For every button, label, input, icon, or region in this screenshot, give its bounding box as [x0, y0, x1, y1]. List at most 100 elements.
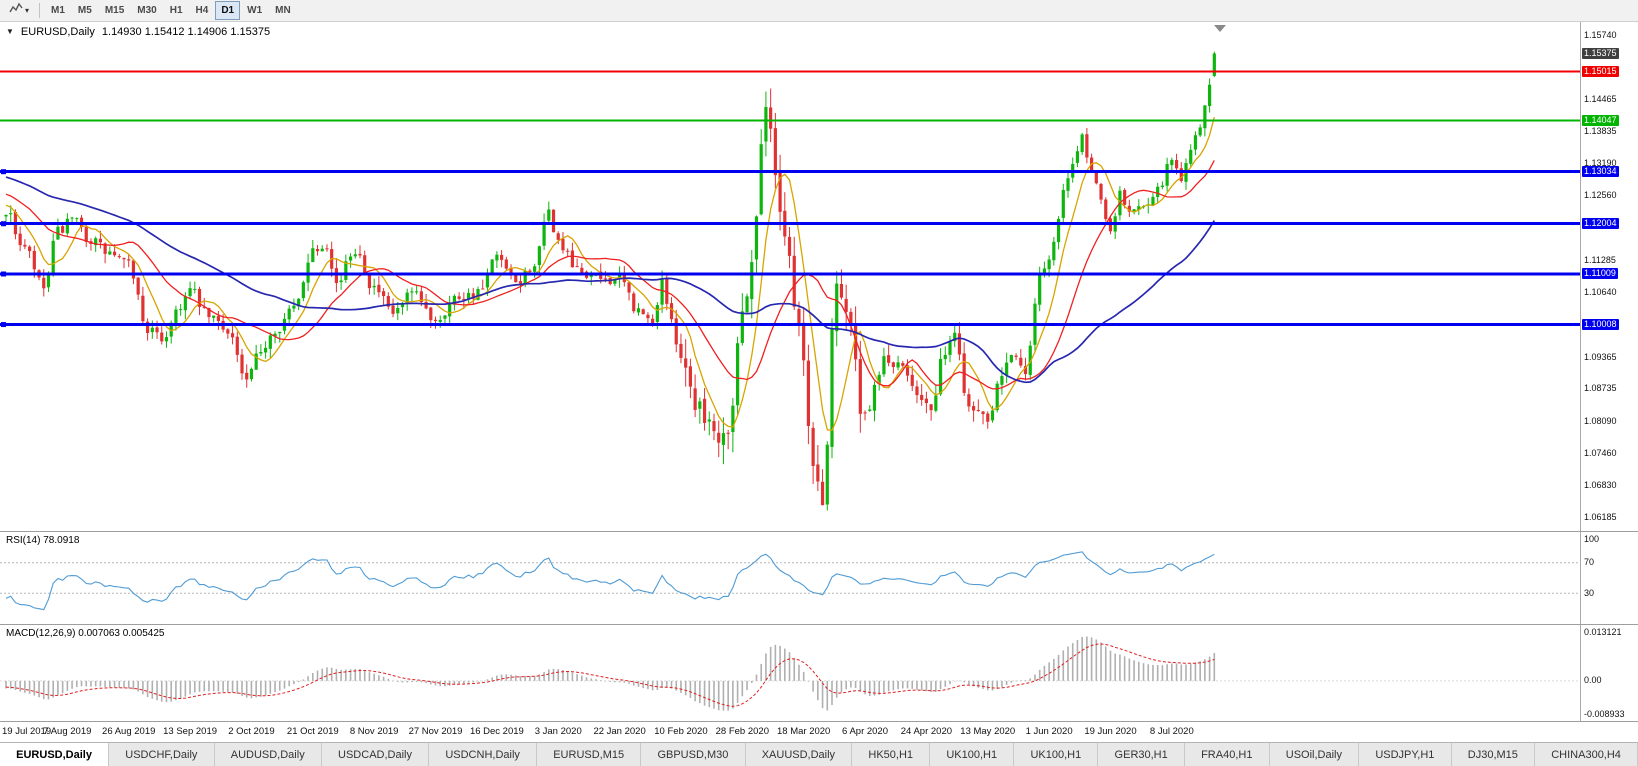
tab-usoil-daily[interactable]: USOil,Daily [1269, 743, 1360, 766]
tab-uk100-h1[interactable]: UK100,H1 [930, 743, 1015, 766]
tab-eurusd-m15[interactable]: EURUSD,M15 [537, 743, 642, 766]
date-label: 22 Jan 2020 [593, 726, 646, 737]
chart-shift-marker[interactable] [1214, 25, 1226, 32]
price-axis-label: 1.06830 [1584, 479, 1617, 490]
price-axis-label: 1.14465 [1584, 93, 1617, 104]
chart-ohlc-label: 1.14930 1.15412 1.14906 1.15375 [101, 26, 271, 38]
rsi-axis: 100 70 30 [1580, 532, 1638, 624]
rsi-label: RSI(14) 78.0918 [6, 535, 80, 546]
toolbar-separator [39, 3, 41, 18]
timeframe-buttons: M1 M5 M15 M30 H1 H4 D1 W1 MN [45, 1, 297, 20]
timeframe-button-mn[interactable]: MN [275, 5, 291, 16]
price-axis[interactable]: 1.15740 1.14465 1.13835 1.13190 1.12560 1.112… [1580, 22, 1638, 531]
tab-usdjpy-h1[interactable]: USDJPY,H1 [1359, 743, 1452, 766]
timeframe-button-d1[interactable]: D1 [215, 1, 241, 20]
tab-usdcnh-daily[interactable]: USDCNH,Daily [429, 743, 538, 766]
date-label: 18 Mar 2020 [777, 726, 831, 737]
chart-tab-bar: EURUSD,Daily USDCHF,Daily AUDUSD,Daily USDC… [0, 742, 1638, 766]
tab-fra40-h1[interactable]: FRA40,H1 [1184, 743, 1270, 766]
tab-gbpusd-m30[interactable]: GBPUSD,M30 [641, 743, 746, 766]
chart-symbol-label: EURUSD,Daily [20, 26, 95, 38]
price-axis-label: 1.06185 [1584, 512, 1617, 523]
macd-label: MACD(12,26,9) 0.007063 0.005425 [6, 628, 165, 639]
tab-dj30-m15[interactable]: DJ30,M15 [1451, 743, 1536, 766]
macd-axis: 0.013121 0.00 -0.008933 [1580, 625, 1638, 721]
rsi-axis-label: 100 [1584, 534, 1600, 544]
date-label: 7 Aug 2019 [43, 726, 92, 737]
price-axis-label: 1.08090 [1584, 415, 1617, 426]
rsi-axis-label: 70 [1584, 557, 1595, 568]
timeframe-button-m15[interactable]: M15 [104, 5, 125, 16]
date-label: 13 Sep 2019 [163, 726, 218, 737]
price-axis-label: 1.11285 [1584, 254, 1616, 265]
tab-usdchf-daily[interactable]: USDCHF,Daily [109, 743, 215, 766]
tab-eurusd-daily[interactable]: EURUSD,Daily [0, 743, 110, 766]
line-handle[interactable] [1, 169, 6, 175]
macd-axis-label: -0.008933 [1584, 709, 1625, 719]
tab-audusd-daily[interactable]: AUDUSD,Daily [214, 743, 322, 766]
date-label: 19 Jun 2020 [1084, 726, 1137, 737]
macd-axis-label: 0.00 [1584, 675, 1602, 686]
date-label: 16 Dec 2019 [469, 726, 524, 737]
price-axis-label: 1.08735 [1584, 383, 1617, 394]
date-label: 27 Nov 2019 [408, 726, 463, 737]
panel-separator [0, 531, 1638, 532]
tab-china300-h4[interactable]: CHINA300,H4 [1535, 743, 1638, 766]
date-label: 3 Jan 2020 [534, 726, 582, 737]
price-axis-label: 1.15740 [1584, 29, 1617, 40]
dropdown-arrow-icon: ▾ [25, 5, 30, 15]
tab-hk50-h1[interactable]: HK50,H1 [852, 743, 931, 766]
price-chart-panel[interactable]: ▼ EURUSD,Daily 1.14930 1.15412 1.14906 1… [0, 22, 1638, 531]
price-axis-highlighted-label: 1.15375 [1582, 47, 1619, 59]
timeframe-button-h4[interactable]: H4 [195, 5, 209, 16]
price-axis-highlighted-label: 1.14047 [1582, 115, 1619, 127]
date-label: 6 Apr 2020 [842, 726, 889, 737]
date-label: 24 Apr 2020 [900, 726, 953, 737]
timeframe-button-w1[interactable]: W1 [247, 5, 263, 16]
date-label: 21 Oct 2019 [286, 726, 339, 737]
horizontal-line-1-10008[interactable] [0, 322, 1580, 328]
date-label: 8 Nov 2019 [349, 726, 399, 737]
date-label: 28 Feb 2020 [715, 726, 769, 737]
tab-ger30-h1[interactable]: GER30,H1 [1098, 743, 1185, 766]
macd-signal-line [5, 643, 1215, 707]
date-label: 13 May 2020 [960, 726, 1016, 737]
price-axis-label: 1.07460 [1584, 447, 1617, 458]
chart-title: ▼ EURUSD,Daily 1.14930 1.15412 1.14906 1… [6, 26, 270, 38]
date-label: 26 Aug 2019 [102, 726, 156, 737]
rsi-axis-label: 30 [1584, 587, 1595, 598]
chart-title-marker-icon: ▼ [6, 27, 14, 36]
price-axis-highlighted-label: 1.13034 [1582, 166, 1619, 178]
timeframe-button-h1[interactable]: H1 [169, 5, 183, 16]
price-axis-highlighted-label: 1.15015 [1582, 66, 1619, 78]
price-axis-highlighted-label: 1.12004 [1582, 218, 1619, 230]
horizontal-line-1-13034[interactable] [0, 169, 1580, 175]
tab-xauusd-daily[interactable]: XAUUSD,Daily [745, 743, 853, 766]
horizontal-line-1-11009[interactable] [0, 271, 1580, 277]
date-label: 10 Feb 2020 [654, 726, 708, 737]
macd-axis-label: 0.013121 [1584, 627, 1622, 637]
line-handle[interactable] [1, 221, 6, 227]
rsi-panel[interactable]: RSI(14) 78.0918 100 70 30 [0, 532, 1638, 624]
timeframe-button-m1[interactable]: M1 [51, 5, 65, 16]
timeframe-button-m5[interactable]: M5 [77, 5, 92, 16]
panel-separator [0, 624, 1638, 625]
price-axis-label: 1.12560 [1584, 190, 1617, 201]
price-axis-label: 1.09365 [1584, 351, 1617, 362]
tab-usdcad-daily[interactable]: USDCAD,Daily [321, 743, 430, 766]
price-axis-highlighted-label: 1.10008 [1582, 319, 1619, 331]
line-handle[interactable] [1, 271, 6, 277]
tab-uk100-h1[interactable]: UK100,H1 [1014, 743, 1099, 766]
price-axis-label: 1.10640 [1584, 287, 1617, 298]
horizontal-line-1-12004[interactable] [0, 221, 1580, 227]
macd-panel[interactable]: MACD(12,26,9) 0.007063 0.005425 0.013121… [0, 625, 1638, 721]
date-label: 1 Jun 2020 [1025, 726, 1073, 737]
panel-separator [0, 721, 1638, 722]
date-axis[interactable]: 19 Jul 2019 7 Aug 2019 26 Aug 2019 13 Sep 2… [0, 722, 1638, 742]
chart-tools-button[interactable]: ▾ [4, 0, 34, 22]
date-label: 2 Oct 2019 [228, 726, 275, 737]
moving-average-slow [5, 176, 1216, 384]
timeframe-button-m30[interactable]: M30 [137, 5, 157, 16]
line-handle[interactable] [1, 322, 6, 328]
